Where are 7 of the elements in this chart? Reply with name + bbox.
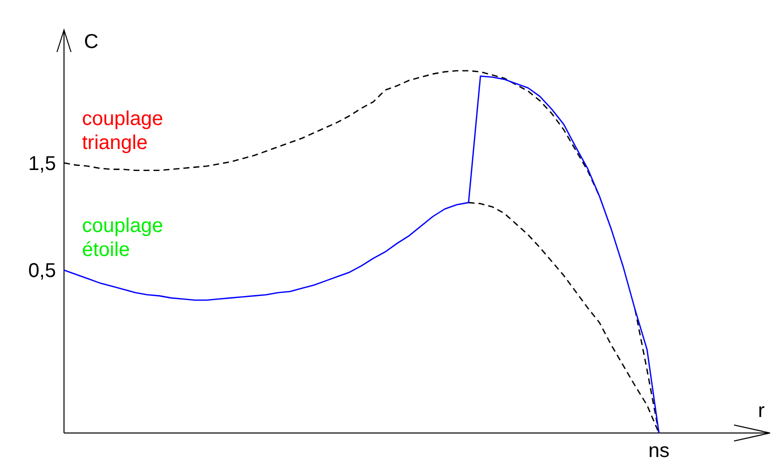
y-tick-label: 0,5	[28, 260, 56, 282]
x-axis-title: r	[758, 400, 765, 422]
annotation: couplage étoile	[82, 215, 164, 262]
y-axis-title: C	[84, 31, 98, 53]
x-tick-label: ns	[648, 440, 670, 462]
y-tick-label: 1,5	[28, 152, 56, 175]
annotation: couplage triangle	[82, 108, 164, 154]
